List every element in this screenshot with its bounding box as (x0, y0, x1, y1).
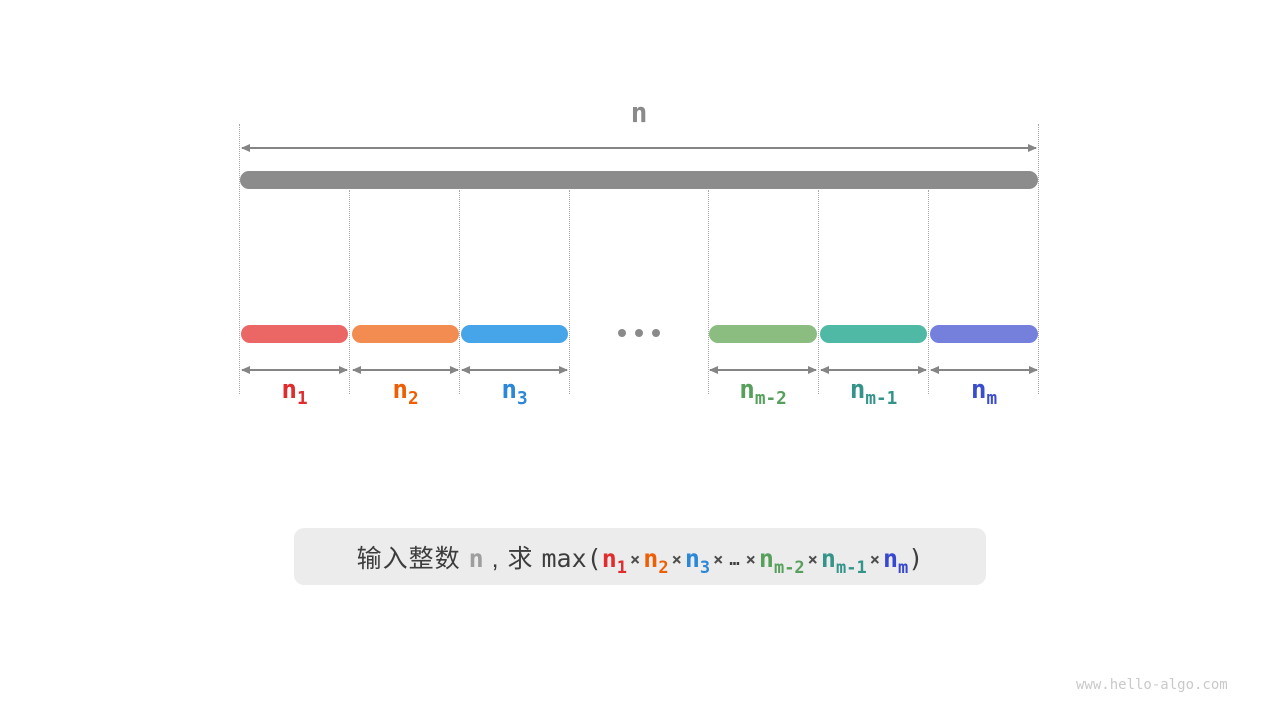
formula-box: 输入整数 n , 求 max(n1 × n2 × n3 ×… × nm-2 × nm-1 × nm) (294, 528, 986, 585)
ellipsis-dot (618, 329, 626, 337)
formula-part: nm-1 (820, 543, 867, 578)
formula-part-sub: 1 (616, 557, 628, 578)
segment-bar (930, 325, 1038, 343)
segment-label-sub: m-1 (865, 389, 898, 410)
segment-bar (352, 325, 459, 343)
formula-part: ) (908, 543, 924, 573)
dotted-guide-line (1038, 124, 1039, 394)
segment-label-sub: 2 (408, 389, 419, 410)
formula-part: n2 (643, 543, 669, 578)
segment-label-base: n (501, 375, 517, 405)
formula-part-sub: m (898, 557, 909, 578)
segment-group: n2 (352, 325, 459, 420)
segment-label: n1 (241, 375, 348, 408)
total-length-label: n (630, 96, 648, 129)
dotted-guide-line (569, 190, 570, 394)
total-width-arrow (241, 144, 1037, 152)
segment-label-base: n (970, 375, 987, 405)
total-bar (240, 171, 1038, 189)
formula-part: 输入整数 (356, 544, 469, 573)
formula-part: × (671, 549, 682, 570)
segment-group: n1 (241, 325, 348, 420)
segment-label: nm-1 (820, 375, 927, 408)
dotted-guide-line (818, 190, 819, 394)
segment-bar (461, 325, 568, 343)
segment-label: nm-2 (709, 375, 817, 408)
watermark: www.hello-algo.com (1076, 677, 1228, 693)
dotted-guide-line (239, 124, 240, 394)
formula-part: × (869, 549, 880, 570)
ellipsis-dot (652, 329, 660, 337)
segment-width-arrow (930, 366, 1038, 374)
segment-label-sub: m (986, 389, 998, 410)
segment-label-base: n (849, 375, 866, 405)
formula-part-sub: 3 (699, 557, 711, 578)
formula-part: × (807, 549, 818, 570)
formula-part-sub: m-1 (835, 557, 867, 578)
segment-label-sub: 1 (297, 389, 308, 410)
formula-content: 输入整数 n , 求 max(n1 × n2 × n3 ×… × nm-2 × nm-1 × nm) (356, 539, 924, 578)
formula-part: × (630, 549, 641, 570)
segment-width-arrow (461, 366, 568, 374)
segment-label-base: n (739, 375, 755, 405)
dotted-guide-line (928, 190, 929, 394)
formula-part: , 求 (483, 544, 542, 573)
ellipsis-dot (635, 329, 643, 337)
formula-part: nm-2 (758, 543, 805, 578)
formula-part: × (745, 549, 756, 570)
segment-bar (709, 325, 817, 343)
segment-label: n3 (461, 375, 568, 408)
dotted-guide-line (708, 190, 709, 394)
segment-group: nm-1 (820, 325, 927, 420)
formula-part: n3 (684, 543, 711, 578)
formula-part: n1 (601, 543, 628, 578)
formula-part: max( (541, 543, 602, 573)
formula-part: × (713, 549, 724, 570)
segment-label-base: n (392, 375, 408, 405)
segment-width-arrow (241, 366, 348, 374)
formula-part: n (468, 543, 484, 573)
dotted-guide-line (459, 190, 460, 394)
segment-label: n2 (352, 375, 459, 408)
segment-label: nm (930, 375, 1038, 408)
segment-width-arrow (709, 366, 817, 374)
formula-part-sub: 2 (658, 557, 669, 578)
segment-bar (241, 325, 348, 343)
segment-group: n3 (461, 325, 568, 420)
segment-width-arrow (352, 366, 459, 374)
ellipsis (618, 329, 660, 337)
segment-group: nm-2 (709, 325, 817, 420)
segment-label-sub: 3 (517, 389, 528, 410)
dotted-guide-line (349, 190, 350, 394)
segment-width-arrow (820, 366, 927, 374)
segment-label-sub: m-2 (754, 389, 787, 410)
segment-bar (820, 325, 927, 343)
segment-group: nm (930, 325, 1038, 420)
formula-part-sub: m-2 (773, 557, 805, 578)
formula-part: nm (882, 543, 909, 578)
formula-part: … (729, 549, 740, 570)
segment-label-base: n (281, 375, 297, 405)
